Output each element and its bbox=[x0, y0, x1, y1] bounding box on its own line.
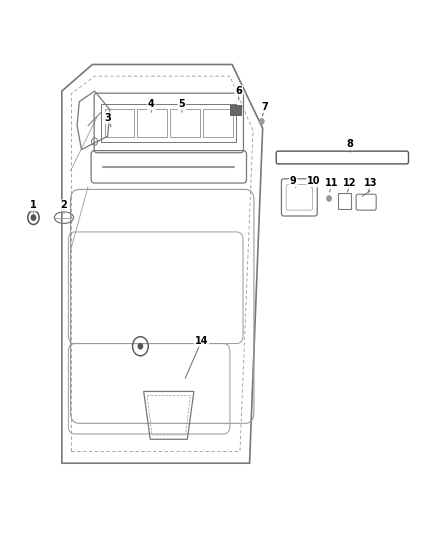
Bar bbox=[138, 109, 167, 138]
Text: 13: 13 bbox=[364, 178, 378, 188]
Text: 8: 8 bbox=[346, 139, 353, 149]
Text: 9: 9 bbox=[290, 176, 297, 187]
Text: 6: 6 bbox=[235, 86, 242, 96]
Text: 10: 10 bbox=[307, 176, 321, 187]
Text: 5: 5 bbox=[179, 99, 185, 109]
Circle shape bbox=[138, 344, 143, 349]
Bar bbox=[101, 104, 237, 142]
Text: 14: 14 bbox=[195, 336, 208, 346]
Text: 1: 1 bbox=[30, 200, 37, 211]
Text: 3: 3 bbox=[104, 112, 111, 123]
Text: 7: 7 bbox=[261, 102, 268, 112]
Text: 2: 2 bbox=[60, 200, 67, 211]
Bar bbox=[170, 109, 200, 138]
Circle shape bbox=[31, 215, 35, 220]
Text: 11: 11 bbox=[325, 178, 339, 188]
Text: 12: 12 bbox=[343, 178, 357, 188]
Text: 4: 4 bbox=[148, 99, 155, 109]
Circle shape bbox=[260, 119, 264, 124]
Circle shape bbox=[327, 196, 331, 201]
Bar bbox=[230, 106, 241, 115]
Bar bbox=[203, 109, 233, 138]
Bar bbox=[105, 109, 134, 138]
Bar bbox=[338, 193, 351, 209]
